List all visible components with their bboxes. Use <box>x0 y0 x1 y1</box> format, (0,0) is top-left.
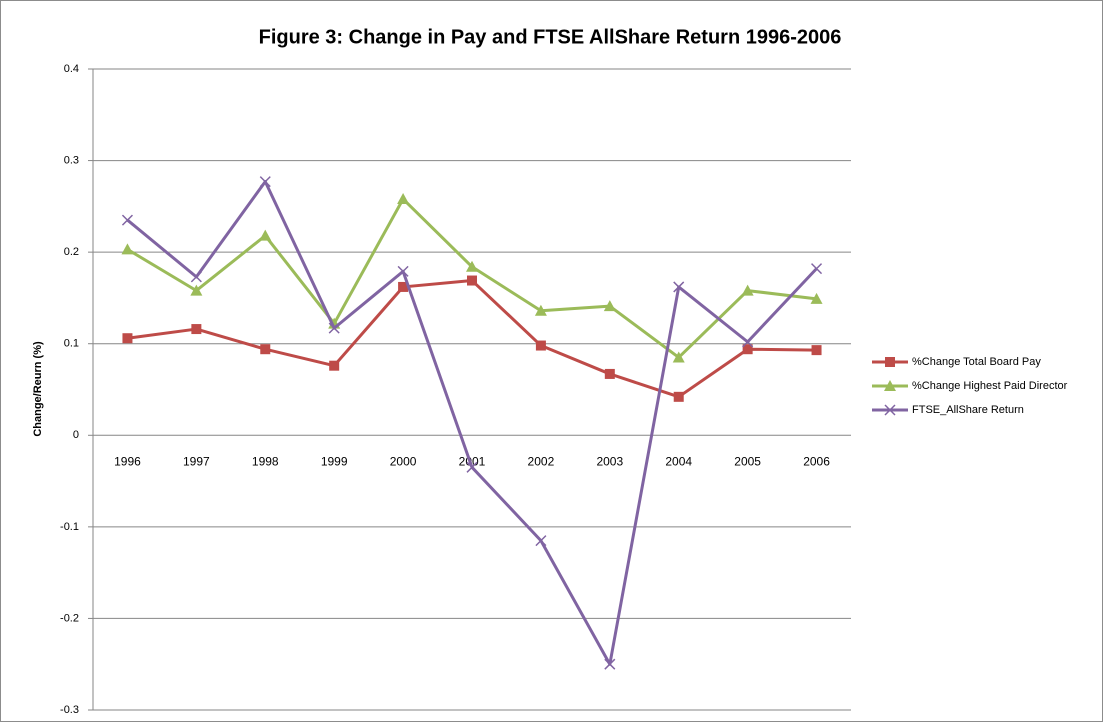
marker <box>884 380 896 391</box>
y-tick-label: -0.3 <box>60 704 79 716</box>
marker <box>259 229 272 241</box>
marker <box>121 243 134 255</box>
marker <box>190 284 203 296</box>
legend-label: FTSE_AllShare Return <box>912 404 1024 416</box>
marker <box>535 535 547 547</box>
marker <box>535 340 546 351</box>
x-tick-label: 1999 <box>321 454 348 468</box>
x-tick-label: 2005 <box>734 454 761 468</box>
marker <box>191 324 202 335</box>
legend-label: %Change Highest Paid Director <box>912 380 1068 392</box>
y-tick-label: -0.1 <box>60 521 79 533</box>
marker <box>329 360 340 371</box>
marker <box>397 193 410 205</box>
marker <box>190 271 202 283</box>
y-tick-label: 0 <box>73 429 79 441</box>
x-tick-label: 2004 <box>665 454 692 468</box>
y-tick-label: 0.2 <box>64 246 79 258</box>
marker <box>122 333 133 344</box>
marker <box>466 260 478 272</box>
marker <box>328 322 340 334</box>
marker <box>884 404 896 416</box>
x-tick-label: 2002 <box>528 454 555 468</box>
marker <box>742 336 754 348</box>
x-tick-label: 2006 <box>803 454 830 468</box>
marker <box>604 368 615 379</box>
marker <box>673 391 684 402</box>
marker <box>603 300 616 312</box>
marker <box>121 214 133 226</box>
y-tick-label: 0.1 <box>64 338 79 350</box>
marker <box>466 461 478 473</box>
marker <box>672 351 685 363</box>
y-tick-label: -0.2 <box>60 612 79 624</box>
marker <box>742 344 753 355</box>
chart-title: Figure 3: Change in Pay and FTSE AllShar… <box>259 26 842 48</box>
y-tick-label: 0.4 <box>64 63 79 75</box>
y-axis-label: Change/Reurn (%) <box>32 341 44 437</box>
marker <box>811 263 823 275</box>
marker <box>673 281 685 293</box>
marker <box>741 284 754 296</box>
x-tick-label: 2001 <box>459 454 486 468</box>
x-tick-label: 1997 <box>183 454 210 468</box>
x-tick-label: 1996 <box>114 454 141 468</box>
marker <box>259 176 271 188</box>
marker <box>467 275 477 286</box>
marker <box>398 281 409 292</box>
x-tick-label: 1998 <box>252 454 279 468</box>
legend-label: %Change Total Board Pay <box>912 356 1041 368</box>
marker <box>810 292 823 304</box>
x-tick-label: 2000 <box>390 454 417 468</box>
marker <box>260 344 271 355</box>
y-tick-label: 0.3 <box>64 154 79 166</box>
marker <box>885 357 895 367</box>
marker <box>604 658 616 670</box>
marker <box>811 345 822 356</box>
marker <box>397 265 409 277</box>
x-tick-label: 2003 <box>596 454 623 468</box>
marker <box>534 304 547 316</box>
